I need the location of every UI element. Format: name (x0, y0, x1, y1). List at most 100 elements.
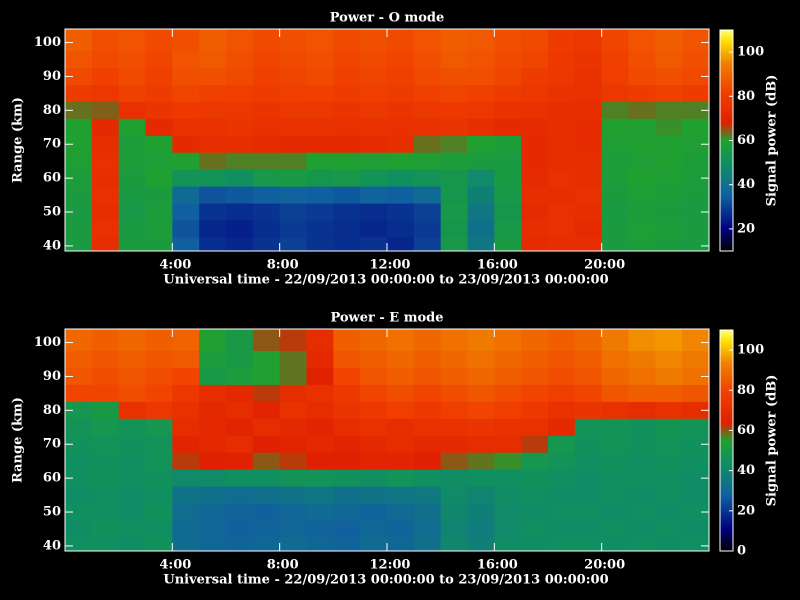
cell (494, 51, 521, 68)
cell (548, 187, 575, 204)
cell (387, 537, 414, 551)
cell (441, 368, 468, 385)
cell (414, 436, 441, 453)
cell (65, 29, 92, 52)
cell (65, 520, 92, 537)
cell (387, 85, 414, 102)
cell (146, 102, 173, 119)
cell (494, 136, 521, 153)
cell (65, 119, 92, 136)
cell (602, 170, 629, 187)
cell (280, 453, 307, 470)
cell (468, 329, 495, 352)
cell (629, 51, 656, 68)
cell (441, 136, 468, 153)
cell (521, 453, 548, 470)
cell (494, 419, 521, 436)
cell (199, 170, 226, 187)
cell (333, 419, 360, 436)
cell (387, 504, 414, 521)
y-tick-label: 40 (43, 238, 61, 253)
cell (307, 119, 334, 136)
cell (65, 487, 92, 504)
cell (655, 170, 682, 187)
cell (468, 453, 495, 470)
cell (146, 385, 173, 402)
cell (226, 153, 253, 170)
cell (521, 220, 548, 237)
cell (521, 68, 548, 85)
cell (360, 119, 387, 136)
cell (65, 537, 92, 551)
cell (360, 487, 387, 504)
cell (629, 436, 656, 453)
cell (441, 470, 468, 487)
cell (226, 29, 253, 52)
cell (575, 85, 602, 102)
cell (199, 537, 226, 551)
cell (146, 419, 173, 436)
cell (441, 351, 468, 368)
cell (602, 537, 629, 551)
cell (280, 419, 307, 436)
cell (199, 487, 226, 504)
cell (92, 329, 119, 352)
cell (521, 368, 548, 385)
y-axis-label: Range (km) (11, 397, 26, 483)
cell (387, 102, 414, 119)
cell (494, 237, 521, 251)
cell (146, 470, 173, 487)
y-tick-label: 70 (43, 437, 61, 452)
cell (629, 453, 656, 470)
cell (92, 51, 119, 68)
cell (360, 436, 387, 453)
cell (333, 520, 360, 537)
cell (119, 537, 146, 551)
cell (414, 520, 441, 537)
cell (172, 520, 199, 537)
cell (494, 537, 521, 551)
cell (307, 29, 334, 52)
cell (682, 453, 709, 470)
cell (655, 68, 682, 85)
cell (280, 520, 307, 537)
cell (414, 170, 441, 187)
cell (521, 85, 548, 102)
cell (575, 453, 602, 470)
cell (521, 487, 548, 504)
cell (119, 470, 146, 487)
cell (602, 368, 629, 385)
cell (253, 153, 280, 170)
cell (629, 170, 656, 187)
cell (280, 170, 307, 187)
cell (655, 153, 682, 170)
cell (226, 385, 253, 402)
cell (307, 419, 334, 436)
cell (548, 136, 575, 153)
cell (253, 520, 280, 537)
cell (253, 419, 280, 436)
cell (387, 436, 414, 453)
cell (629, 520, 656, 537)
cell (468, 204, 495, 221)
cell (414, 136, 441, 153)
cell (119, 153, 146, 170)
cell (253, 470, 280, 487)
cell (602, 402, 629, 419)
cell (655, 119, 682, 136)
cell (307, 136, 334, 153)
cell (521, 119, 548, 136)
cell (441, 102, 468, 119)
cell (280, 153, 307, 170)
cell (119, 436, 146, 453)
cell (414, 29, 441, 52)
cell (226, 368, 253, 385)
cell (65, 153, 92, 170)
cell (307, 170, 334, 187)
cell (602, 385, 629, 402)
cell (172, 68, 199, 85)
cell (468, 102, 495, 119)
cell (65, 237, 92, 251)
cell (199, 51, 226, 68)
